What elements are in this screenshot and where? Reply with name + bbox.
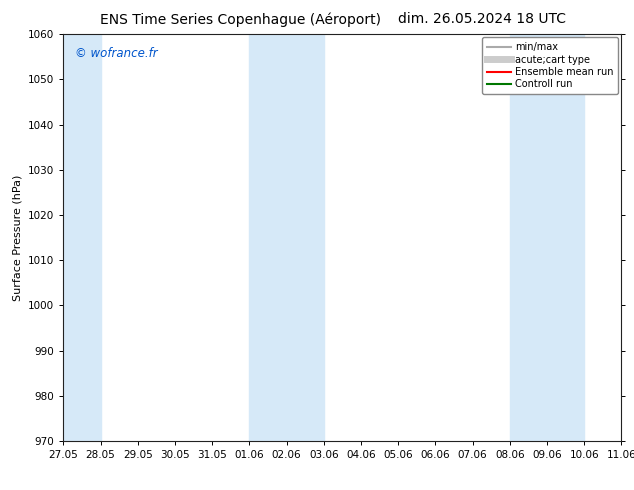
Text: © wofrance.fr: © wofrance.fr <box>75 47 157 59</box>
Text: ENS Time Series Copenhague (Aéroport): ENS Time Series Copenhague (Aéroport) <box>100 12 382 27</box>
Y-axis label: Surface Pressure (hPa): Surface Pressure (hPa) <box>13 174 23 301</box>
Bar <box>63 34 101 441</box>
Bar <box>510 34 584 441</box>
Bar <box>249 34 324 441</box>
Text: dim. 26.05.2024 18 UTC: dim. 26.05.2024 18 UTC <box>398 12 566 26</box>
Legend: min/max, acute;cart type, Ensemble mean run, Controll run: min/max, acute;cart type, Ensemble mean … <box>482 37 618 94</box>
